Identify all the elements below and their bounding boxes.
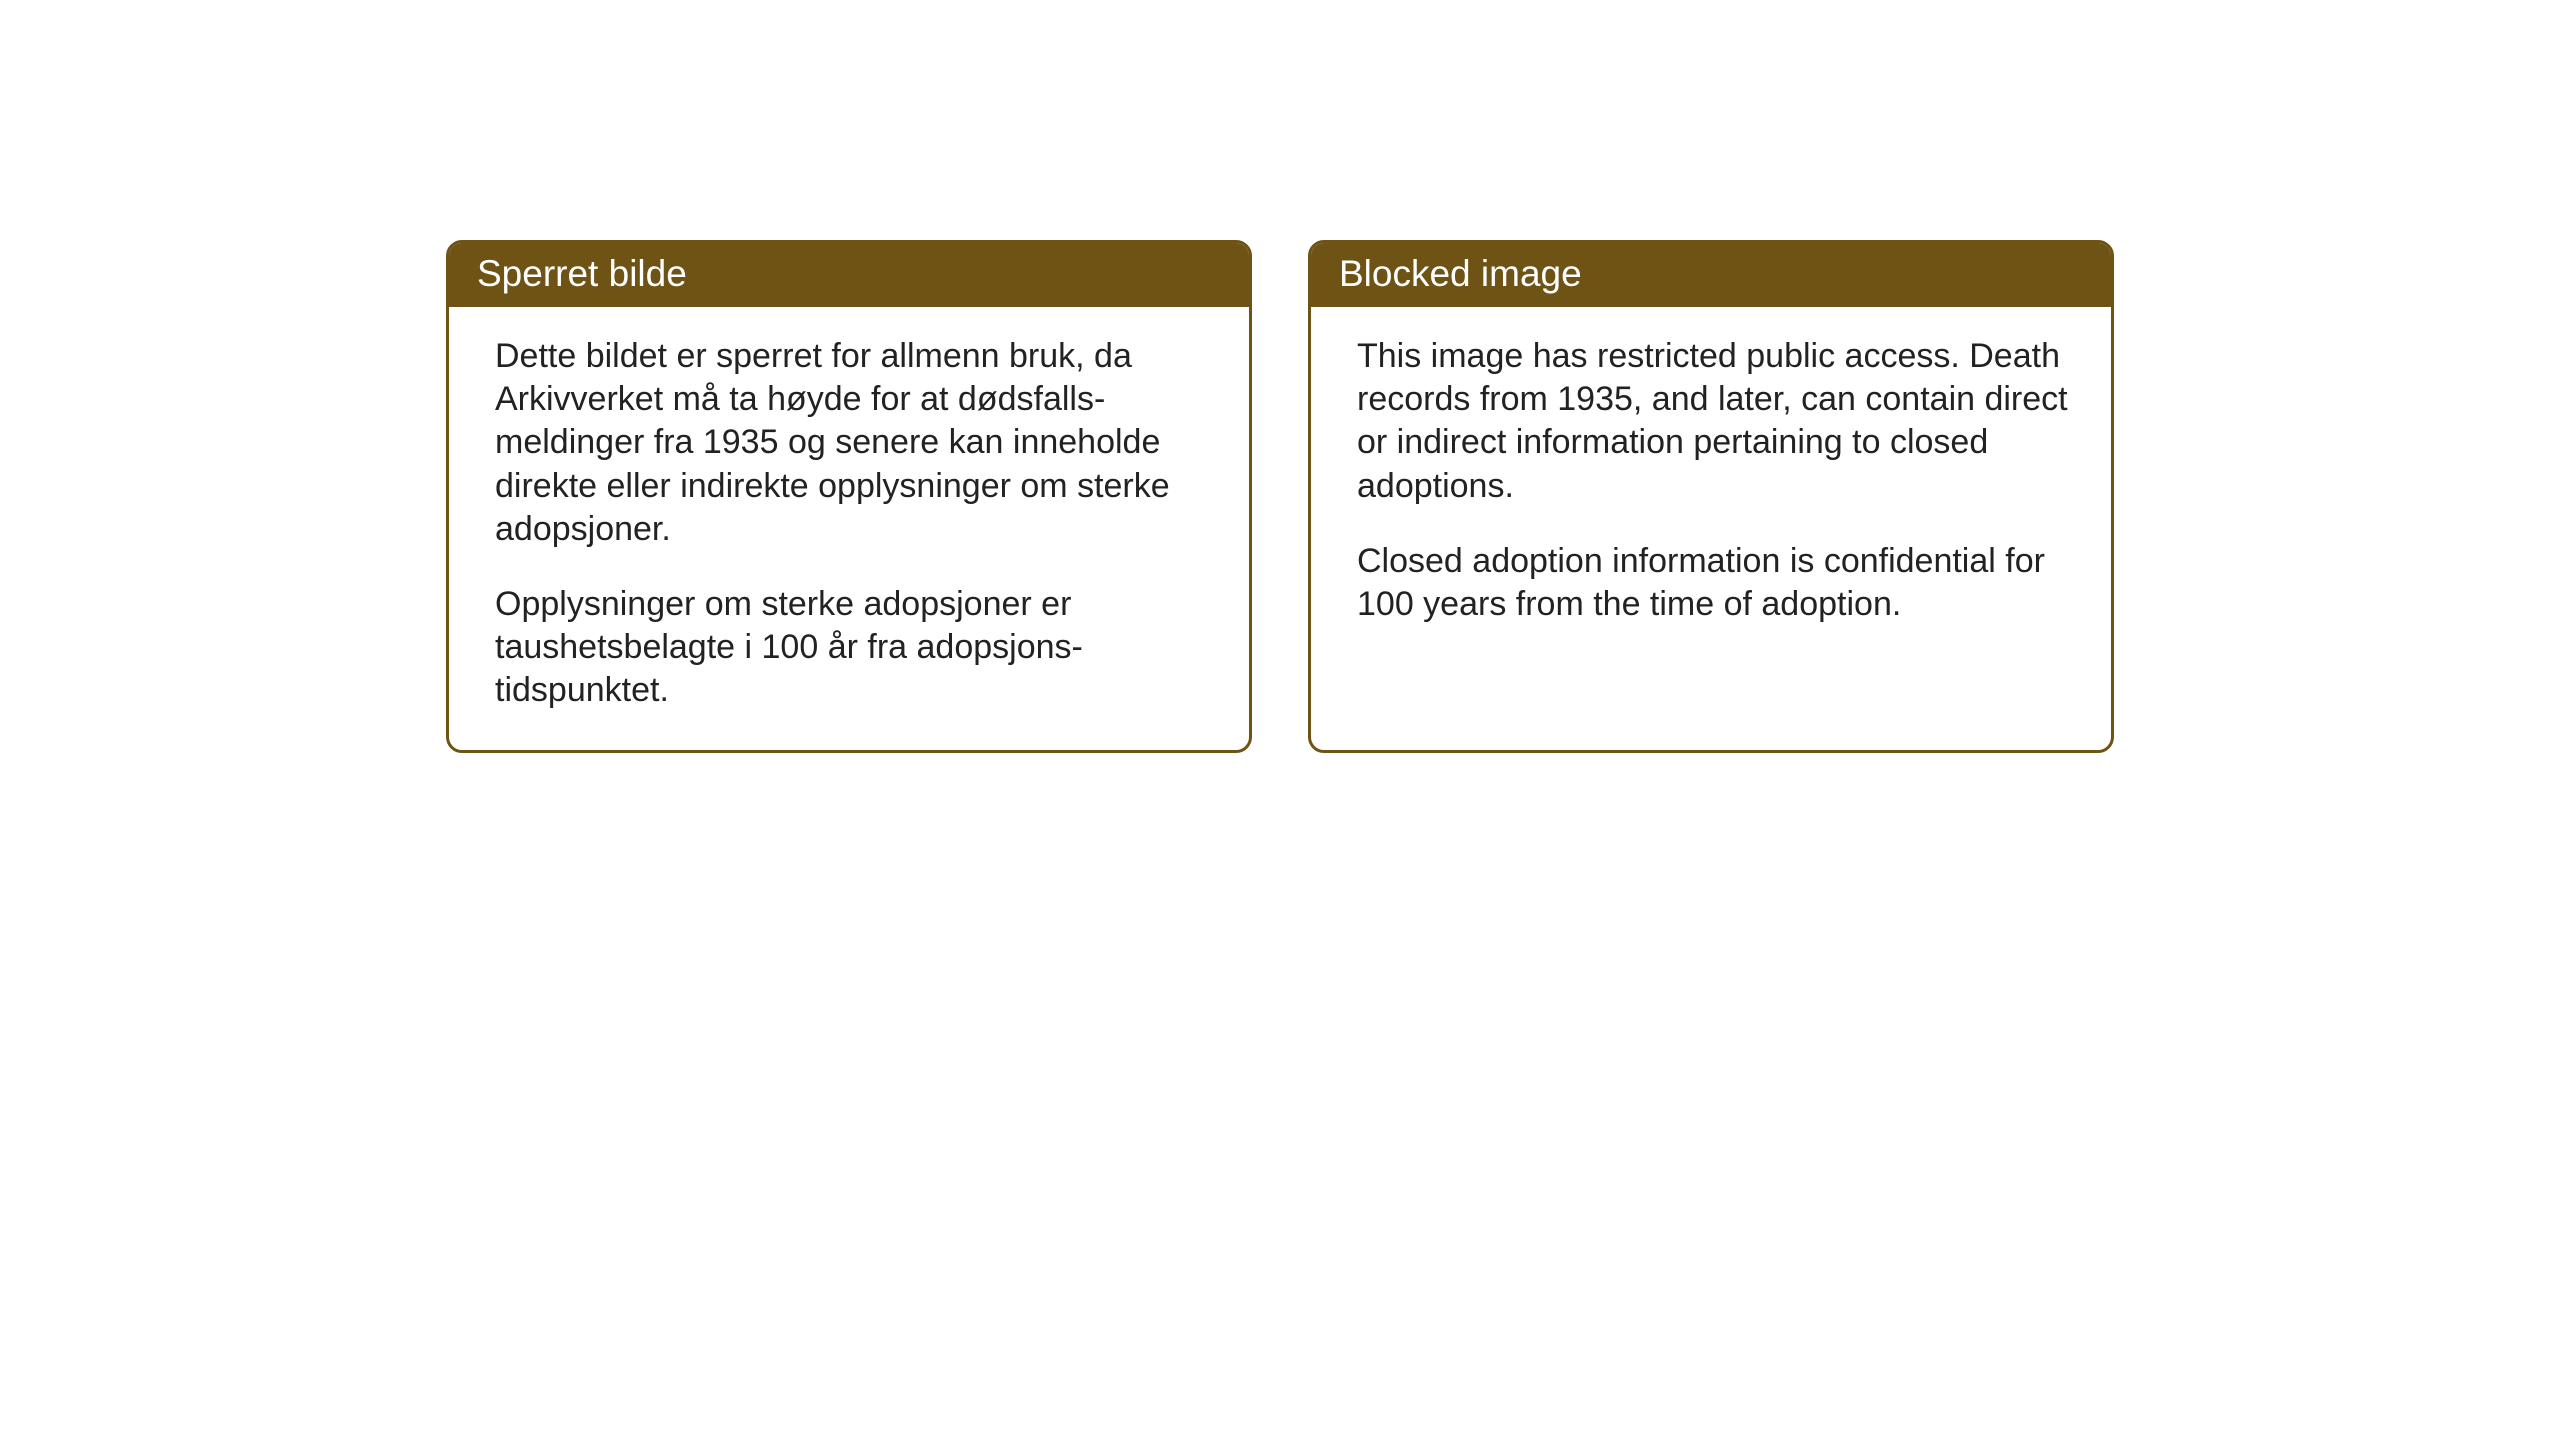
- notice-paragraph-1-english: This image has restricted public access.…: [1357, 335, 2069, 508]
- notice-paragraph-1-norwegian: Dette bildet er sperret for allmenn bruk…: [495, 335, 1207, 551]
- notice-card-header-norwegian: Sperret bilde: [449, 243, 1249, 307]
- notice-card-english: Blocked image This image has restricted …: [1308, 240, 2114, 753]
- notice-paragraph-2-english: Closed adoption information is confident…: [1357, 540, 2069, 626]
- notice-cards-container: Sperret bilde Dette bildet er sperret fo…: [446, 240, 2114, 753]
- notice-card-body-norwegian: Dette bildet er sperret for allmenn bruk…: [449, 307, 1249, 750]
- notice-card-body-english: This image has restricted public access.…: [1311, 307, 2111, 664]
- notice-title-norwegian: Sperret bilde: [477, 253, 687, 294]
- notice-card-norwegian: Sperret bilde Dette bildet er sperret fo…: [446, 240, 1252, 753]
- notice-paragraph-2-norwegian: Opplysninger om sterke adopsjoner er tau…: [495, 583, 1207, 713]
- notice-card-header-english: Blocked image: [1311, 243, 2111, 307]
- notice-title-english: Blocked image: [1339, 253, 1582, 294]
